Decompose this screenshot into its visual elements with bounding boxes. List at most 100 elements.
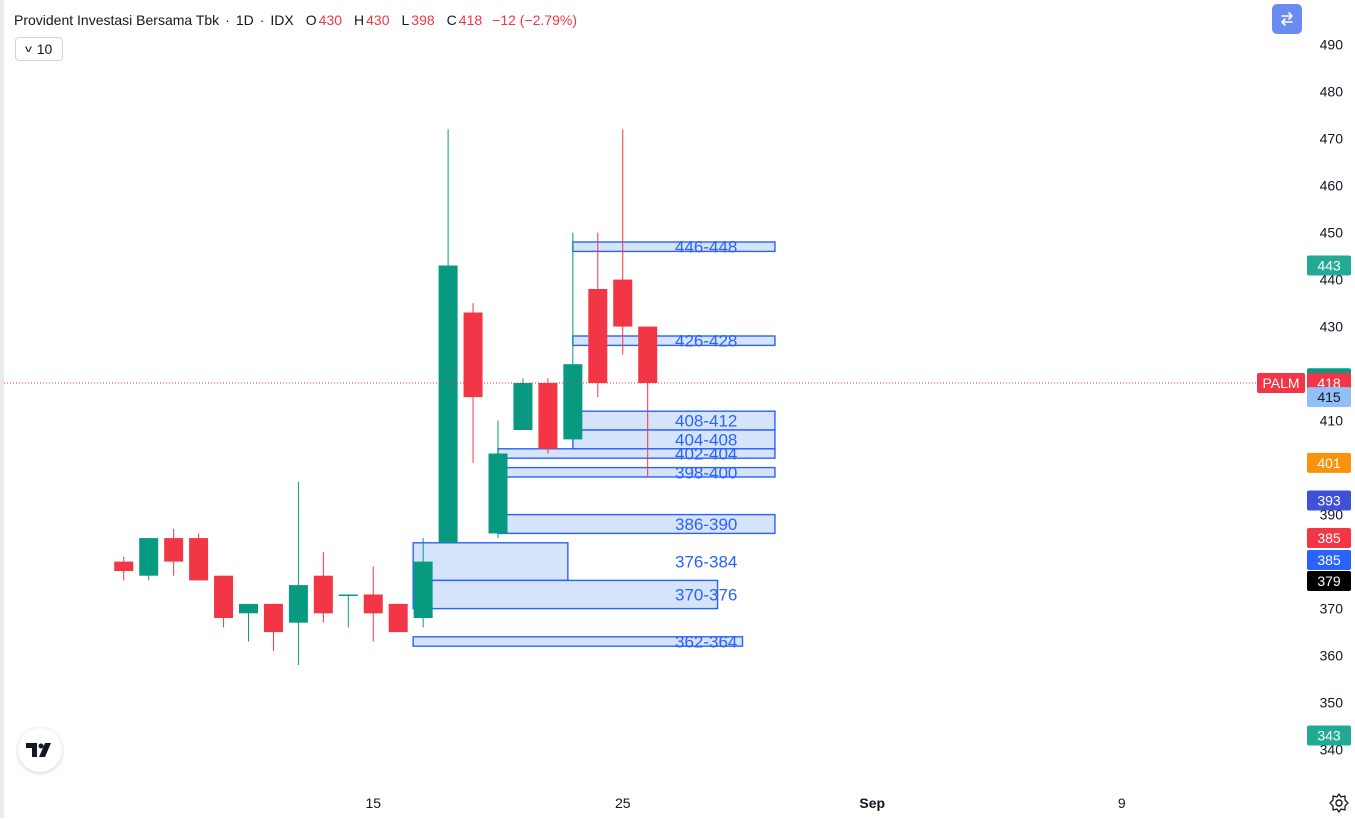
x-tick-label: 9: [1118, 795, 1126, 811]
zone-label: 398-400: [675, 463, 737, 482]
candle-body: [114, 561, 134, 571]
indicators-collapse-button[interactable]: v 10: [15, 37, 63, 61]
candle[interactable]: [288, 481, 308, 665]
zone-box[interactable]: [572, 410, 776, 431]
candle[interactable]: [214, 575, 234, 628]
y-tick-label: 440: [1320, 272, 1344, 288]
price-tag-box: [1307, 571, 1351, 591]
candle[interactable]: [239, 603, 258, 642]
y-tick-label: 390: [1320, 507, 1344, 523]
gear-icon[interactable]: [1328, 792, 1350, 814]
zone-label: 404-408: [675, 430, 737, 449]
symbol-tag-label: PALM: [1262, 375, 1299, 391]
symbol-name[interactable]: Provident Investasi Bersama Tbk: [14, 12, 220, 28]
candle-body: [363, 594, 383, 614]
candle-body: [338, 594, 358, 596]
interval-label[interactable]: 1D: [235, 12, 254, 28]
zone-label: 386-390: [675, 515, 737, 534]
candle[interactable]: [638, 326, 658, 477]
price-tag-box: [1307, 452, 1351, 473]
high-label: H: [354, 12, 365, 28]
candles-layer: [114, 129, 658, 665]
tradingview-logo[interactable]: [18, 728, 62, 772]
swap-arrows-icon: [1281, 12, 1293, 26]
candle[interactable]: [488, 420, 508, 539]
zone-box[interactable]: [412, 542, 569, 582]
candle-body: [613, 279, 633, 327]
y-tick-label: 350: [1320, 695, 1344, 711]
candle[interactable]: [413, 538, 433, 628]
x-tick-label: 15: [365, 795, 381, 811]
candle-body: [263, 603, 283, 633]
price-tag: 385: [1307, 550, 1351, 570]
candle-body: [463, 312, 483, 398]
price-tag-value: 418: [1317, 375, 1341, 391]
price-tag-value: 343: [1317, 728, 1341, 744]
zone-box[interactable]: [412, 579, 719, 610]
open-label: O: [305, 12, 317, 28]
tv-logo-icon: [26, 743, 51, 757]
high-value: 430: [366, 12, 390, 28]
chevron-down-icon: v: [24, 43, 32, 55]
price-tag-box: [1307, 490, 1351, 511]
separator-dot: ·: [225, 12, 230, 28]
zone-box[interactable]: [572, 241, 776, 253]
zone-box[interactable]: [572, 429, 776, 450]
candle[interactable]: [463, 303, 483, 463]
candle-body: [638, 326, 658, 383]
symbol-header: Provident Investasi Bersama Tbk · 1D · I…: [14, 10, 577, 30]
y-tick-label: 470: [1320, 131, 1344, 147]
candle[interactable]: [538, 378, 558, 454]
candle[interactable]: [388, 603, 408, 633]
y-tick-label: 430: [1320, 319, 1344, 335]
zone-label: 370-376: [675, 586, 737, 605]
zones-layer: 446-448 426-428 408-412404-408402-404398-4…: [412, 238, 776, 652]
zone-label: 426-428: [675, 332, 737, 351]
zone-label: 408-412: [675, 412, 737, 431]
left-edge-strip: [0, 0, 4, 818]
candle[interactable]: [363, 566, 383, 642]
candle-body: [214, 575, 234, 618]
candle[interactable]: [189, 533, 209, 581]
candle[interactable]: [313, 552, 333, 623]
candle-body: [139, 538, 159, 576]
y-tick-label: 370: [1320, 601, 1344, 617]
candle-body: [288, 585, 308, 623]
candle-body: [413, 561, 433, 618]
price-tag: 379: [1307, 571, 1351, 591]
candle-body: [513, 383, 533, 430]
zone-label: 376-384: [675, 553, 737, 572]
y-tick-label: 450: [1320, 225, 1344, 241]
candle[interactable]: [263, 603, 283, 651]
price-tag-box: [1307, 528, 1351, 548]
candle-body: [538, 383, 558, 449]
price-tag-value: 385: [1317, 530, 1341, 546]
candle[interactable]: [114, 556, 134, 581]
candle[interactable]: [139, 538, 159, 581]
x-tick-label: Sep: [859, 795, 885, 811]
exchange-label: IDX: [270, 12, 294, 28]
candle-body: [164, 538, 184, 562]
candle[interactable]: [513, 378, 533, 430]
close-value: 418: [458, 12, 483, 28]
zone-label: 446-448: [675, 238, 737, 257]
candle[interactable]: [338, 594, 358, 628]
indicators-count: 10: [36, 41, 53, 57]
zone-label: 402-404: [675, 445, 737, 464]
low-label: L: [401, 12, 410, 28]
fullscreen-toggle-button[interactable]: [1272, 4, 1302, 34]
candle-body: [189, 538, 209, 581]
candle[interactable]: [438, 129, 458, 543]
candle[interactable]: [588, 232, 608, 398]
price-tag-box: [1307, 387, 1351, 408]
y-tick-label: 460: [1320, 178, 1344, 194]
price-tag-value: 393: [1317, 493, 1341, 509]
price-tag-value: 385: [1317, 552, 1341, 568]
price-tags-layer: 443419418PALM415401393385385379343: [1257, 255, 1351, 746]
candle[interactable]: [164, 528, 184, 576]
candle-body: [239, 603, 258, 614]
candle[interactable]: [613, 129, 633, 355]
zone-box[interactable]: [412, 636, 744, 647]
price-tag: 415: [1307, 387, 1351, 408]
